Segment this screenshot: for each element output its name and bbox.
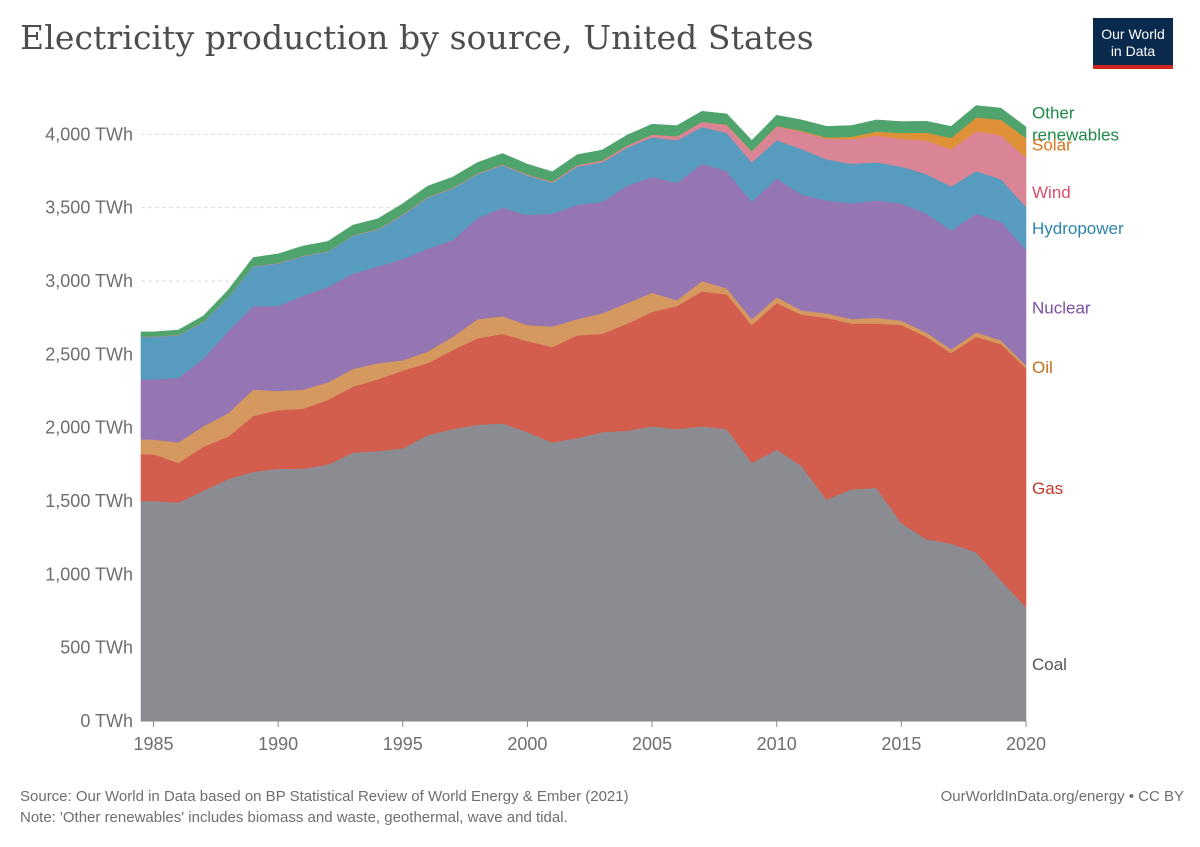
- x-tick-label: 1995: [383, 734, 423, 754]
- logo-line-2: in Data: [1110, 43, 1156, 59]
- x-tick-label: 2000: [507, 734, 547, 754]
- series-label-other-renewables: renewables: [1032, 126, 1119, 145]
- y-tick-label: 0 TWh: [80, 711, 133, 731]
- y-tick-label: 1,000 TWh: [45, 564, 133, 584]
- series-label-hydropower: Hydropower: [1032, 219, 1124, 238]
- chart-title: Electricity production by source, United…: [20, 18, 814, 57]
- x-tick-label: 2010: [757, 734, 797, 754]
- chart-footer: Source: Our World in Data based on BP St…: [20, 786, 629, 828]
- y-tick-label: 1,500 TWh: [45, 491, 133, 511]
- series-label-nuclear: Nuclear: [1032, 298, 1091, 317]
- axes: 0 TWh 500 TWh 1,000 TWh 1,500 TWh 2,000 TWh 2…: [45, 124, 1046, 754]
- series-label-other-renewables: Other: [1032, 104, 1075, 123]
- series-label-gas: Gas: [1032, 479, 1063, 498]
- source-note: Source: Our World in Data based on BP St…: [20, 788, 629, 805]
- y-tick-label: 2,000 TWh: [45, 418, 133, 438]
- x-tick-label: 2005: [632, 734, 672, 754]
- y-tick-label: 3,500 TWh: [45, 198, 133, 218]
- credit-link[interactable]: OurWorldInData.org/energy • CC BY: [940, 788, 1184, 805]
- y-tick-label: 3,000 TWh: [45, 271, 133, 291]
- owid-logo[interactable]: Our World in Data: [1093, 18, 1173, 69]
- y-tick-label: 4,000 TWh: [45, 124, 133, 144]
- series-label-solar: Solar: [1032, 136, 1072, 155]
- series-label-oil: Oil: [1032, 358, 1053, 377]
- series-areas: [140, 105, 1027, 722]
- series-label-wind: Wind: [1032, 183, 1071, 202]
- series-label-coal: Coal: [1032, 655, 1067, 674]
- x-tick-label: 2015: [881, 734, 921, 754]
- logo-line-1: Our World: [1101, 26, 1165, 42]
- y-tick-label: 2,500 TWh: [45, 344, 133, 364]
- y-tick-label: 500 TWh: [60, 638, 133, 658]
- area-other-renewables: [140, 105, 1027, 337]
- x-tick-label: 1985: [133, 734, 173, 754]
- x-tick-label: 2020: [1006, 734, 1046, 754]
- footnote: Note: 'Other renewables' includes biomas…: [20, 809, 568, 826]
- stacked-area-chart: 0 TWh 500 TWh 1,000 TWh 1,500 TWh 2,000 TWh 2…: [45, 104, 1124, 755]
- x-tick-label: 1990: [258, 734, 298, 754]
